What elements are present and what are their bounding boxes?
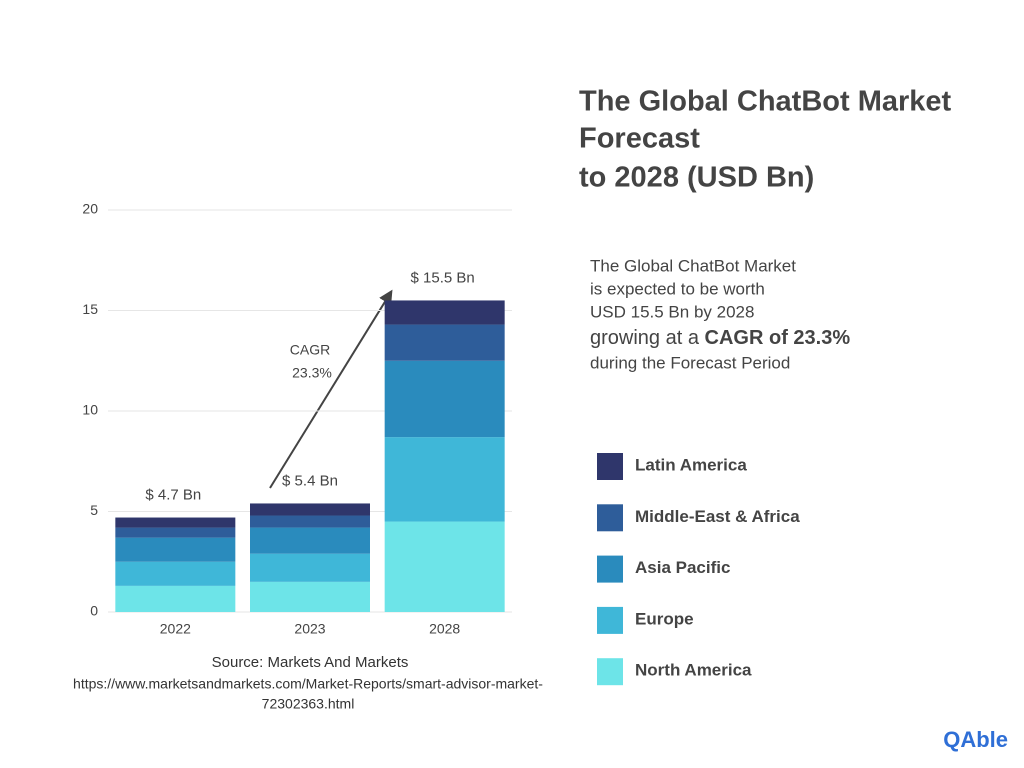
source: Source: Markets And Markets (212, 654, 409, 671)
x-tick-label: 2028 (429, 621, 460, 637)
legend-swatch (597, 453, 623, 480)
legend-swatch (597, 658, 623, 686)
legend-label: Europe (635, 609, 694, 628)
bar-segment (384, 521, 505, 612)
bar-label: $ 5.4 Bn (282, 472, 338, 489)
bar-segment (250, 503, 370, 516)
bar-segment (250, 553, 370, 582)
bar-label: $ 4.7 Bn (145, 486, 201, 503)
x-tick-label: 2022 (160, 621, 191, 637)
y-tick-label: 15 (82, 301, 98, 317)
bar-segment (250, 581, 370, 612)
bar-segment (115, 517, 236, 528)
y-tick-label: 0 (90, 603, 98, 619)
bar-segment (384, 360, 505, 438)
bar-segment (384, 324, 505, 361)
chart-title: The Global ChatBot Market (579, 86, 952, 118)
source-url: 72302363.html (262, 696, 355, 712)
growth-bold: CAGR of 23.3% (705, 327, 851, 349)
bar-segment (115, 537, 236, 562)
logo: QAble (943, 727, 1008, 752)
description: The Global ChatBot Market (590, 256, 796, 275)
cagr-arrow (269, 289, 393, 489)
bar-segment (384, 437, 505, 522)
description: is expected to be worth (590, 279, 765, 298)
chart-title: to 2028 (USD Bn) (579, 162, 814, 194)
growth-prefix: growing at a (590, 327, 700, 349)
bar-segment (115, 527, 236, 538)
legend-label: Middle-East & Africa (635, 507, 800, 526)
x-tick-label: 2023 (294, 621, 325, 637)
y-tick-label: 5 (90, 502, 98, 518)
bar-segment (115, 585, 236, 612)
y-tick-label: 10 (82, 402, 98, 418)
description: USD 15.5 Bn by 2028 (590, 302, 754, 321)
bar-segment (384, 300, 505, 325)
legend-label: North America (635, 661, 752, 680)
bar-segment (250, 515, 370, 528)
bar-segment (115, 561, 236, 586)
bar-label: $ 15.5 Bn (411, 269, 475, 286)
annotation: 23.3% (292, 365, 332, 381)
legend-swatch (597, 504, 623, 532)
legend-swatch (597, 555, 623, 583)
description: during the Forecast Period (590, 353, 790, 372)
legend-swatch (597, 606, 623, 634)
annotation: CAGR (290, 342, 330, 358)
bar-segment (250, 527, 370, 554)
legend-label: Latin America (635, 455, 747, 474)
y-tick-label: 20 (82, 201, 98, 217)
source-url: https://www.marketsandmarkets.com/Market… (73, 676, 543, 692)
chart-title: Forecast (579, 123, 700, 155)
description: growing at a CAGR of 23.3% (590, 327, 850, 349)
legend-label: Asia Pacific (635, 558, 730, 577)
